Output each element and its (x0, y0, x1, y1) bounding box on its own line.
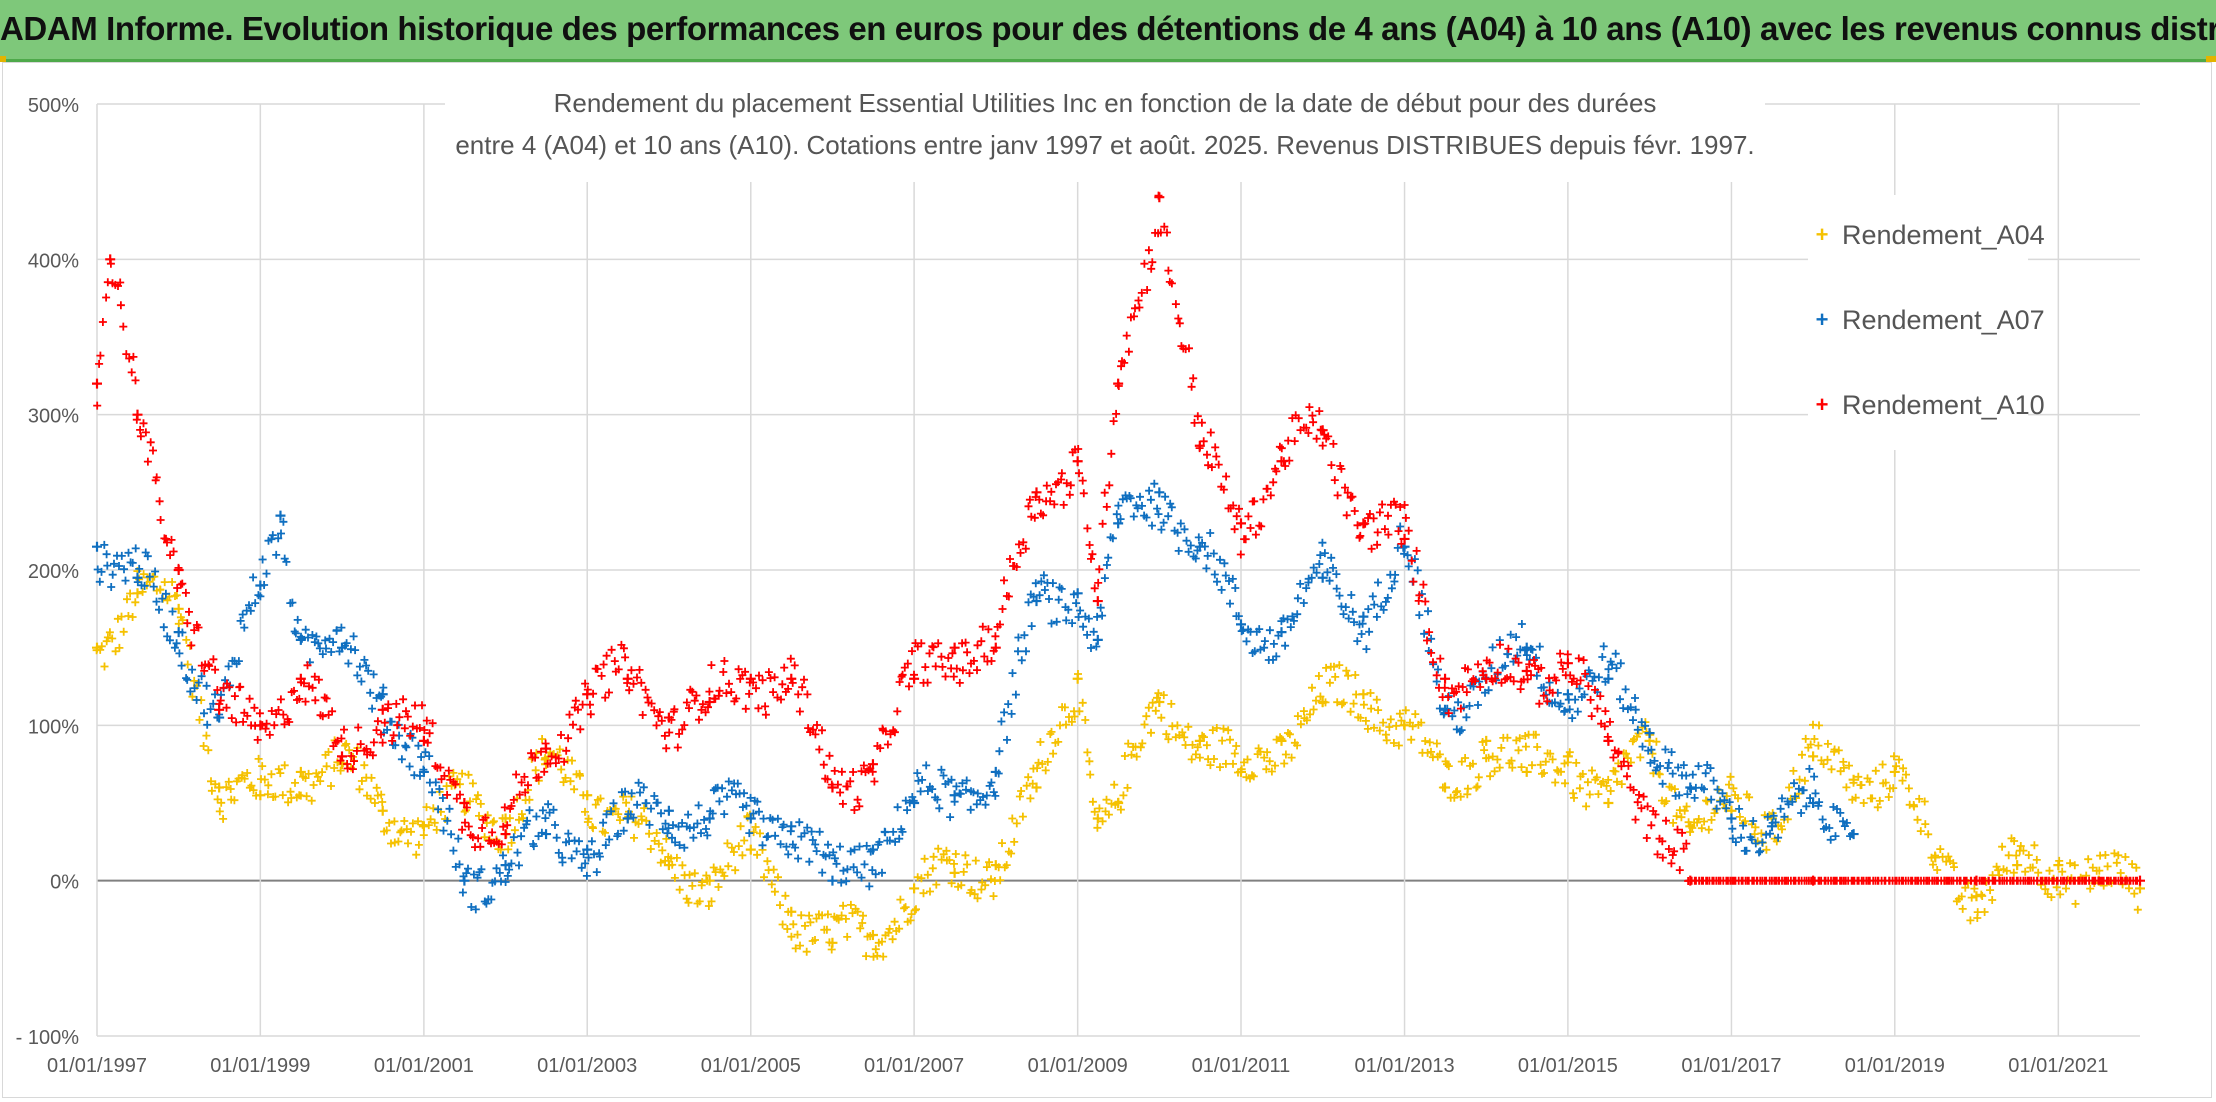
y-tick-label: 0% (50, 872, 79, 894)
data-point (1562, 689, 1573, 700)
data-point (1603, 798, 1614, 808)
data-point (1440, 673, 1451, 684)
x-tick-label: 01/01/2009 (1028, 1055, 1128, 1077)
x-tick-label: 01/01/2013 (1355, 1055, 1455, 1077)
chart-title-line-2: entre 4 (A04) et 10 ans (A10). Cotations… (455, 130, 1755, 160)
data-point (2012, 860, 2023, 871)
data-point (1808, 751, 1819, 762)
x-tick-label: 01/01/2003 (537, 1055, 637, 1077)
data-point (132, 588, 143, 599)
data-point (295, 766, 306, 777)
x-tick-label: 01/01/2001 (374, 1055, 474, 1077)
x-tick-label: 01/01/2019 (1845, 1055, 1945, 1077)
legend-item-a04: + Rendement_A04 (1808, 215, 2045, 255)
legend-item-a10: + Rendement_A10 (1808, 385, 2045, 425)
axis-layer: - 100% 0% 100% 200% 300% 400% 500% 01/01/1997 01… (16, 95, 2109, 1077)
legend-label-a04: Rendement_A04 (1842, 219, 2045, 250)
x-tick-label: 01/01/2005 (701, 1055, 801, 1077)
legend-label-a10: Rendement_A10 (1842, 389, 2045, 420)
data-point (745, 813, 756, 824)
data-point (500, 860, 511, 871)
data-point (663, 805, 674, 816)
data-point (1726, 813, 1737, 824)
data-point (1154, 487, 1165, 498)
chart-frame (2, 62, 2212, 1098)
x-tick-label: 01/01/2011 (1192, 1055, 1291, 1077)
data-point (909, 883, 920, 894)
data-point (1236, 518, 1246, 529)
data-point (704, 697, 715, 708)
x-tick-label: 01/01/1999 (210, 1055, 310, 1077)
data-point (92, 378, 102, 389)
data-point (1317, 572, 1328, 583)
banner-corner-right (2206, 56, 2216, 62)
data-point (1031, 596, 1042, 607)
data-point (949, 867, 960, 878)
x-tick-label: 01/01/2021 (2008, 1055, 2108, 1077)
y-tick-label: 100% (28, 716, 79, 738)
data-point (418, 821, 429, 832)
legend-marker-a10: + (1815, 392, 1829, 417)
data-point (1399, 533, 1410, 544)
data-point (582, 844, 593, 855)
series-marker-cloud (93, 191, 2142, 885)
chart-title-line-1: Rendement du placement Essential Utiliti… (553, 88, 1657, 118)
data-point (1092, 813, 1103, 824)
series-marker-cloud (92, 567, 2142, 961)
legend-item-a07: + Rendement_A07 (1808, 300, 2045, 340)
data-point (1092, 596, 1103, 607)
series-layer (92, 191, 2145, 961)
data-point (500, 829, 511, 840)
x-tick-label: 01/01/2017 (1681, 1055, 1781, 1077)
data-point (1521, 766, 1532, 777)
data-point (377, 805, 388, 816)
chart-legend: + Rendement_A04 + Rendement_A07 + Rendem… (1808, 195, 2045, 450)
y-tick-label: - 100% (16, 1027, 80, 1049)
data-point (867, 844, 878, 855)
x-tick-label: 01/01/1997 (47, 1055, 147, 1077)
banner-title: ADAM Informe. Evolution historique des p… (0, 10, 2216, 47)
report-banner: ADAM Informe. Evolution historique des p… (0, 0, 2216, 62)
data-point (1521, 665, 1532, 676)
legend-marker-a07: + (1815, 307, 1829, 332)
x-tick-label: 01/01/2007 (864, 1055, 964, 1077)
data-point (1092, 634, 1103, 645)
data-point (377, 704, 388, 715)
chart-title: Rendement du placement Essential Utiliti… (445, 82, 1765, 182)
y-tick-label: 300% (28, 406, 79, 428)
data-point (745, 844, 756, 855)
data-point (459, 798, 470, 808)
data-point (275, 510, 286, 521)
series-rendement-a07 (92, 479, 1859, 914)
series-marker-cloud (93, 479, 1856, 914)
data-point (949, 642, 960, 653)
series-rendement-a04 (92, 567, 2145, 961)
data-point (1113, 518, 1124, 529)
legend-marker-a04: + (1815, 222, 1829, 247)
y-tick-label: 400% (28, 250, 79, 272)
y-tick-label: 200% (28, 561, 79, 583)
x-tick-label: 01/01/2015 (1518, 1055, 1618, 1077)
y-tick-label: 500% (28, 95, 79, 117)
data-point (1644, 728, 1655, 739)
data-point (1889, 766, 1900, 777)
legend-label-a07: Rendement_A07 (1842, 304, 2045, 335)
series-rendement-a10 (92, 191, 2145, 886)
banner-corner-left (0, 56, 6, 62)
data-point (173, 603, 184, 614)
data-point (827, 875, 838, 886)
data-point (92, 541, 102, 552)
data-point (1072, 456, 1083, 467)
